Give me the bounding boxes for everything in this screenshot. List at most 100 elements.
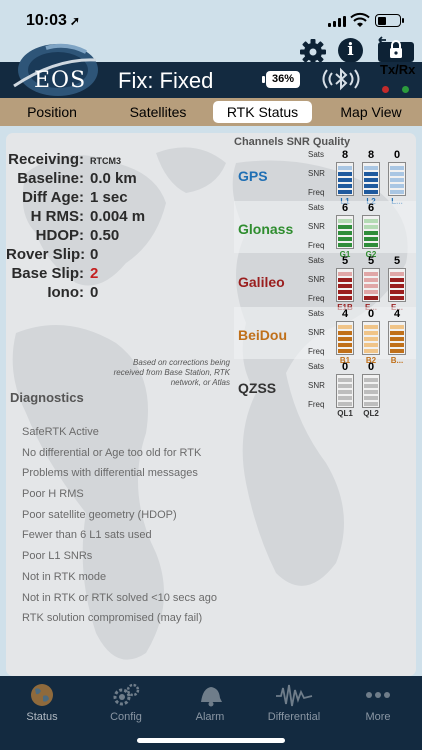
snr-segment bbox=[338, 172, 352, 176]
row-label-freq: Freq bbox=[308, 400, 325, 409]
diagnostic-item: Poor H RMS bbox=[22, 488, 84, 501]
freq-label: B2 bbox=[365, 356, 377, 365]
snr-segment bbox=[364, 384, 378, 388]
snr-bar bbox=[336, 321, 354, 355]
nav-differential-label: Differential bbox=[267, 711, 321, 723]
sat-group-qzss: QZSS Sats SNR Freq 0 QL1 0 QL2 bbox=[234, 360, 416, 418]
settings-gear-icon[interactable] bbox=[299, 38, 327, 66]
row-label-snr: SNR bbox=[308, 328, 325, 337]
constellation-name: QZSS bbox=[238, 380, 277, 396]
snr-segment bbox=[390, 172, 404, 176]
phone-battery-icon bbox=[375, 14, 404, 27]
snr-segment bbox=[338, 178, 352, 182]
snr-segment bbox=[390, 337, 404, 341]
freq-label: B1 bbox=[339, 356, 351, 365]
row-label-sats: Sats bbox=[308, 309, 325, 318]
sat-count: 8 bbox=[341, 149, 349, 161]
snr-segment bbox=[338, 237, 352, 241]
snr-segment bbox=[364, 337, 378, 341]
sat-count: 5 bbox=[367, 255, 375, 267]
rover-slip-label: Rover Slip: bbox=[6, 246, 86, 263]
rtk-status-panel: Receiving: RTCM3 Baseline: 0.0 km Diff Age… bbox=[6, 133, 416, 676]
more-dots-icon bbox=[366, 692, 390, 698]
diagnostic-item: Fewer than 6 L1 sats used bbox=[22, 529, 152, 542]
base-slip-row: Base Slip: 2 bbox=[6, 265, 228, 284]
rtk-values: Receiving: RTCM3 Baseline: 0.0 km Diff Age… bbox=[6, 151, 228, 303]
nav-config[interactable]: Config bbox=[86, 676, 166, 723]
snr-segment bbox=[338, 225, 352, 229]
snr-segment bbox=[364, 284, 378, 288]
snr-segment bbox=[390, 331, 404, 335]
constellation-name: BeiDou bbox=[238, 327, 287, 343]
diagnostics-title: Diagnostics bbox=[10, 390, 84, 405]
tab-map-view[interactable]: Map View bbox=[340, 104, 402, 120]
nav-alarm-label: Alarm bbox=[195, 711, 225, 723]
diff-age-row: Diff Age: 1 sec bbox=[6, 189, 228, 208]
snr-segment bbox=[390, 190, 404, 194]
nav-more[interactable]: More bbox=[338, 676, 418, 723]
snr-segment bbox=[364, 290, 378, 294]
bluetooth-icon[interactable] bbox=[318, 66, 364, 92]
snr-segment bbox=[338, 278, 352, 282]
snr-segment bbox=[364, 190, 378, 194]
freq-label: G1 bbox=[339, 250, 351, 259]
snr-bar bbox=[336, 374, 354, 408]
info-icon[interactable]: i bbox=[338, 38, 363, 63]
snr-segment bbox=[390, 296, 404, 300]
sat-count: 5 bbox=[341, 255, 349, 267]
nav-alarm[interactable]: Alarm bbox=[170, 676, 250, 723]
snr-segment bbox=[390, 343, 404, 347]
snr-segment bbox=[390, 349, 404, 353]
sat-count: 6 bbox=[341, 202, 349, 214]
constellation-name: Glonass bbox=[238, 221, 294, 237]
snr-segment bbox=[364, 178, 378, 182]
row-label-freq: Freq bbox=[308, 294, 325, 303]
alarm-bell-icon bbox=[201, 687, 222, 707]
diff-age-value: 1 sec bbox=[90, 189, 128, 206]
snr-segment bbox=[338, 296, 352, 300]
rover-slip-row: Rover Slip: 0 bbox=[6, 246, 228, 265]
location-arrow-icon: ➚ bbox=[69, 14, 80, 28]
snr-segment bbox=[364, 237, 378, 241]
snr-segment bbox=[338, 349, 352, 353]
snr-segment bbox=[364, 296, 378, 300]
nav-status-label: Status bbox=[26, 711, 58, 723]
tab-rtk-status[interactable]: RTK Status bbox=[213, 101, 312, 123]
home-indicator bbox=[137, 738, 285, 743]
snr-segment bbox=[390, 272, 404, 276]
globe-icon bbox=[31, 684, 53, 706]
app-logo-text: EOS bbox=[34, 68, 87, 93]
txrx-label: Tx/Rx bbox=[380, 62, 416, 77]
receiver-battery-badge: 36% bbox=[262, 71, 300, 88]
snr-segment bbox=[390, 290, 404, 294]
snr-bar bbox=[336, 215, 354, 249]
clock: 10:03 ➚ bbox=[26, 12, 80, 29]
sat-count: 0 bbox=[367, 361, 375, 373]
nav-status[interactable]: Status bbox=[2, 676, 82, 723]
tab-position[interactable]: Position bbox=[27, 104, 77, 120]
sat-count: 0 bbox=[367, 308, 375, 320]
sat-count: 0 bbox=[393, 149, 401, 161]
snr-segment bbox=[338, 343, 352, 347]
snr-segment bbox=[390, 284, 404, 288]
world-map-background bbox=[12, 147, 408, 660]
diagnostic-item: Problems with differential messages bbox=[22, 467, 198, 480]
snr-segment bbox=[364, 166, 378, 170]
snr-segment bbox=[364, 325, 378, 329]
h-rms-label: H RMS: bbox=[30, 208, 84, 225]
snr-segment bbox=[338, 384, 352, 388]
snr-segment bbox=[364, 219, 378, 223]
diagnostic-item: SafeRTK Active bbox=[22, 426, 99, 438]
lock-transfer-icon[interactable] bbox=[376, 36, 416, 62]
tab-satellites[interactable]: Satellites bbox=[129, 104, 187, 120]
channels-snr-title: Channels SNR Quality bbox=[234, 136, 351, 148]
hdop-row: HDOP: 0.50 bbox=[6, 227, 228, 246]
diagnostic-item: Poor satellite geometry (HDOP) bbox=[22, 508, 177, 521]
cellular-signal-icon bbox=[328, 16, 346, 27]
snr-segment bbox=[364, 278, 378, 282]
nav-differential[interactable]: Differential bbox=[254, 676, 334, 723]
snr-segment bbox=[364, 184, 378, 188]
nav-config-label: Config bbox=[110, 711, 142, 723]
snr-bar bbox=[388, 321, 406, 355]
snr-bar bbox=[336, 162, 354, 196]
